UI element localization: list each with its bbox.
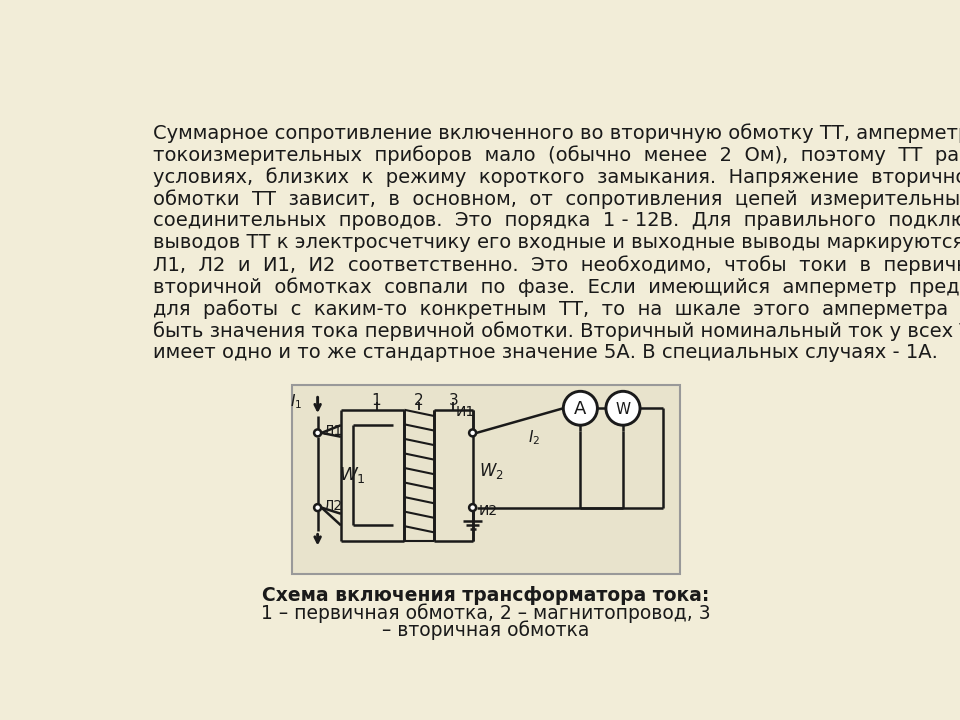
- Text: Л1: Л1: [324, 424, 343, 438]
- Text: $W_1$: $W_1$: [339, 465, 366, 485]
- Text: Л2: Л2: [324, 499, 343, 513]
- Text: A: A: [574, 400, 587, 418]
- Text: быть значения тока первичной обмотки. Вторичный номинальный ток у всех ТТ: быть значения тока первичной обмотки. Вт…: [153, 321, 960, 341]
- Text: Суммарное сопротивление включенного во вторичную обмотку ТТ, амперметра и цепей: Суммарное сопротивление включенного во в…: [153, 123, 960, 143]
- Circle shape: [564, 391, 597, 426]
- Text: 2: 2: [415, 393, 424, 408]
- Text: W: W: [615, 402, 631, 417]
- Text: условиях,  близких  к  режиму  короткого  замыкания.  Напряжение  вторичной: условиях, близких к режиму короткого зам…: [153, 167, 960, 187]
- Circle shape: [314, 504, 321, 511]
- Text: И1: И1: [456, 405, 475, 419]
- Text: И2: И2: [479, 504, 498, 518]
- Text: $I_1$: $I_1$: [290, 392, 302, 411]
- Text: Л1,  Л2  и  И1,  И2  соответственно.  Это  необходимо,  чтобы  токи  в  первично: Л1, Л2 и И1, И2 соответственно. Это необ…: [153, 255, 960, 275]
- Circle shape: [314, 429, 321, 436]
- Text: $I_2$: $I_2$: [528, 428, 540, 447]
- Bar: [292, 385, 680, 574]
- Circle shape: [469, 504, 476, 511]
- Text: для  работы  с  каким-то  конкретным  ТТ,  то  на  шкале  этого  амперметра  дол: для работы с каким-то конкретным ТТ, то …: [153, 299, 960, 319]
- Text: выводов ТТ к электросчетчику его входные и выходные выводы маркируются как: выводов ТТ к электросчетчику его входные…: [153, 233, 960, 252]
- Text: $W_2$: $W_2$: [479, 462, 503, 482]
- Text: Схема включения трансформатора тока:: Схема включения трансформатора тока:: [262, 586, 709, 605]
- Circle shape: [606, 391, 640, 426]
- Text: вторичной  обмотках  совпали  по  фазе.  Если  имеющийся  амперметр  предназначе: вторичной обмотках совпали по фазе. Если…: [153, 277, 960, 297]
- Circle shape: [469, 429, 476, 436]
- Text: имеет одно и то же стандартное значение 5А. В специальных случаях - 1А.: имеет одно и то же стандартное значение …: [153, 343, 937, 362]
- Text: обмотки  ТТ  зависит,  в  основном,  от  сопротивления  цепей  измерительных  и: обмотки ТТ зависит, в основном, от сопро…: [153, 189, 960, 209]
- Text: соединительных  проводов.  Это  порядка  1 - 12В.  Для  правильного  подключения: соединительных проводов. Это порядка 1 -…: [153, 211, 960, 230]
- Bar: [292, 385, 680, 574]
- Text: 3: 3: [448, 393, 458, 408]
- Text: 1: 1: [372, 393, 381, 408]
- Text: – вторичная обмотка: – вторичная обмотка: [382, 620, 589, 639]
- Text: токоизмерительных  приборов  мало  (обычно  менее  2  Ом),  поэтому  ТТ  работае: токоизмерительных приборов мало (обычно …: [153, 145, 960, 165]
- Text: 1 – первичная обмотка, 2 – магнитопровод, 3: 1 – первичная обмотка, 2 – магнитопровод…: [261, 603, 710, 623]
